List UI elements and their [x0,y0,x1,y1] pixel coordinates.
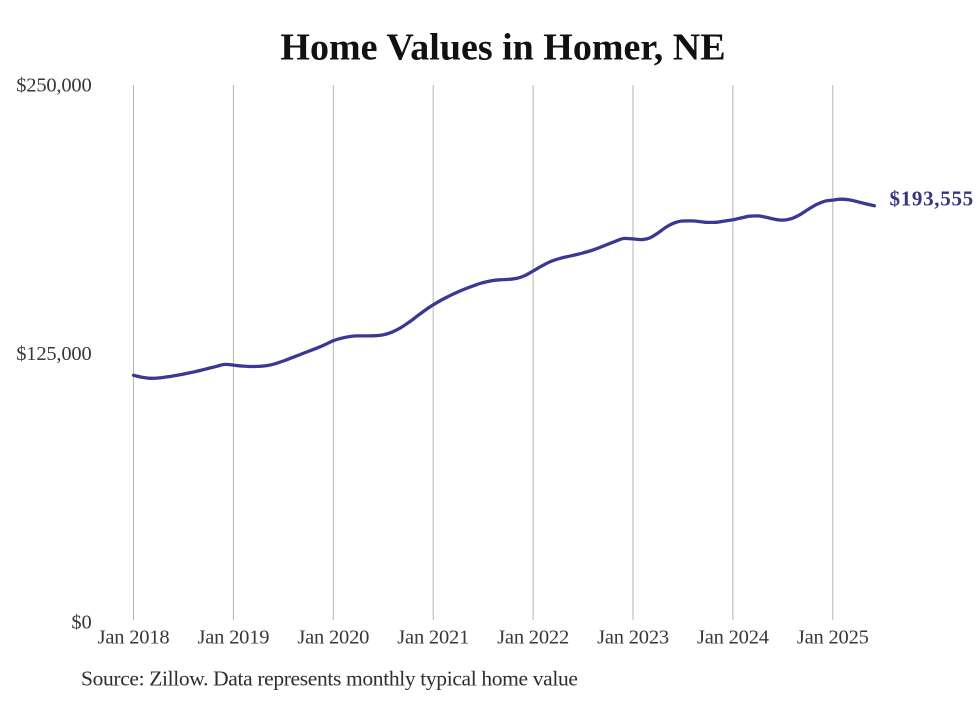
svg-text:$0: $0 [71,612,91,634]
svg-text:Jan 2020: Jan 2020 [297,627,369,649]
svg-text:Jan 2019: Jan 2019 [197,627,269,649]
svg-text:Jan 2023: Jan 2023 [597,627,669,649]
svg-text:Jan 2021: Jan 2021 [397,627,469,649]
svg-text:$193,555: $193,555 [890,187,974,211]
svg-text:$125,000: $125,000 [16,343,91,365]
svg-text:Home Values in Homer, NE: Home Values in Homer, NE [280,27,725,69]
svg-text:Jan 2022: Jan 2022 [497,627,569,649]
svg-text:Source: Zillow. Data represent: Source: Zillow. Data represents monthly … [81,667,578,691]
svg-text:$250,000: $250,000 [16,75,91,97]
svg-text:Jan 2025: Jan 2025 [797,627,869,649]
svg-text:Jan 2018: Jan 2018 [98,627,170,649]
svg-text:Jan 2024: Jan 2024 [697,627,769,649]
